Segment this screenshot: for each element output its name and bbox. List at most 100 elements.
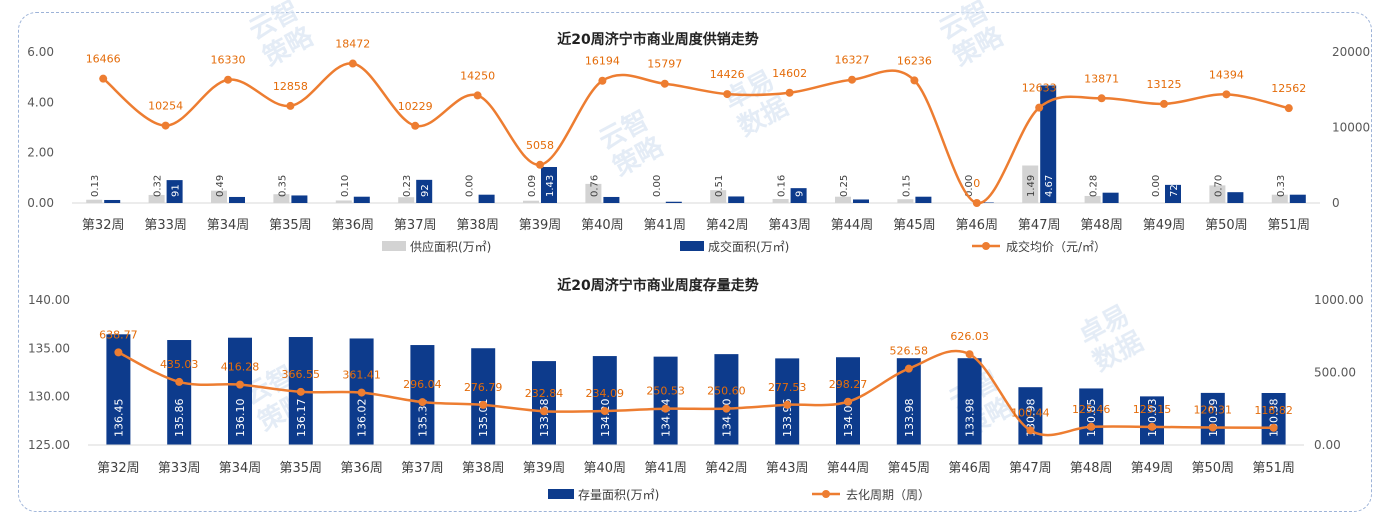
price-label: 13871 (1084, 72, 1119, 85)
price-label: 13125 (1147, 78, 1182, 91)
cycle-point (357, 388, 366, 397)
cycle-label: 276.79 (464, 381, 503, 394)
legend-inventory-label: 存量面积(万㎡) (578, 488, 659, 502)
cycle-label: 277.53 (768, 381, 807, 394)
chart2-xtick: 第35周 (280, 461, 323, 476)
price-label: 10254 (148, 100, 183, 113)
chart1-xtick: 第40周 (581, 218, 624, 233)
chart2-xtick: 第36周 (340, 461, 383, 476)
chart1-ytick-left: 6.00 (27, 45, 54, 59)
cycle-point (1148, 422, 1156, 431)
chart1-title: 近20周济宁市商业周度供销走势 (557, 31, 758, 48)
chart1-xtick: 第44周 (831, 218, 874, 233)
cycle-label: 250.53 (646, 385, 685, 398)
deal-bar (728, 196, 745, 203)
chart2-xtick: 第37周 (401, 461, 444, 476)
cycle-point (175, 377, 184, 386)
price-label: 14426 (710, 68, 745, 81)
cycle-label: 416.28 (221, 361, 260, 374)
supply-bar-label: 0.35 (277, 175, 288, 197)
chart1-xtick: 第41周 (644, 218, 687, 233)
inventory-bar (410, 345, 435, 445)
cycle-label: 250.60 (707, 385, 746, 398)
deal-bar (1165, 184, 1181, 203)
supply-bar-label: 0.76 (589, 175, 600, 197)
price-point (1284, 104, 1293, 113)
chart2-xtick: 第41周 (644, 461, 687, 476)
chart1-xtick: 第45周 (893, 218, 936, 233)
chart-frame (18, 12, 1372, 512)
price-point (224, 75, 232, 84)
legend-deal-swatch (680, 241, 704, 251)
price-point (536, 160, 544, 169)
inventory-bar-label: 133.96 (781, 399, 794, 438)
deal-bar (1102, 192, 1119, 203)
price-label: 0 (973, 177, 980, 190)
deal-bar (1040, 85, 1057, 203)
price-label: 16466 (86, 53, 121, 66)
supply-bar (1271, 194, 1288, 203)
chart2-ytick-left: 125.00 (28, 438, 70, 452)
price-label: 10229 (398, 100, 433, 113)
price-label: 14250 (460, 69, 495, 82)
price-point (785, 88, 794, 97)
supply-bar-label: 0.00 (652, 175, 663, 197)
deal-bar (416, 179, 433, 203)
supply-bar (523, 200, 539, 203)
price-point (660, 79, 669, 88)
chart1-xtick: 第48周 (1080, 218, 1123, 233)
cycle-point (661, 404, 670, 413)
price-label: 14602 (772, 67, 807, 80)
supply-bar-label: 0.28 (1089, 175, 1100, 197)
chart1-xtick: 第51周 (1268, 218, 1311, 233)
chart1-ytick-right: 20000 (1332, 45, 1370, 59)
cycle-point (1026, 426, 1035, 435)
legend-inventory-swatch (548, 489, 574, 499)
inventory-bar-label: 134.14 (660, 399, 673, 438)
cycle-label: 298.27 (829, 378, 868, 391)
deal-bar (1289, 194, 1306, 203)
chart1-ytick-left: 2.00 (27, 146, 54, 160)
deal-bar-label: 92 (420, 184, 431, 197)
inventory-bar-label: 135.01 (477, 399, 490, 438)
inventory-bar (228, 337, 252, 445)
cycle-label: 234.09 (586, 387, 625, 400)
supply-bar (585, 183, 602, 203)
cycle-point (722, 404, 731, 413)
chart2-xtick: 第44周 (827, 461, 870, 476)
deal-bar (353, 196, 370, 203)
cycle-point (1269, 423, 1278, 432)
chart2-xtick: 第39周 (523, 461, 566, 476)
price-point (598, 76, 607, 85)
supply-bar-label: 0.16 (777, 175, 788, 197)
deal-bar (478, 194, 495, 203)
inventory-bar (1079, 388, 1104, 445)
deal-bar-label: 91 (171, 184, 182, 197)
deal-bar (166, 180, 183, 203)
chart2-xtick: 第46周 (948, 461, 991, 476)
price-label: 16330 (211, 54, 246, 67)
chart1-xtick: 第47周 (1018, 218, 1061, 233)
supply-bar-label: 0.25 (839, 175, 850, 197)
cycle-label: 232.84 (525, 387, 564, 400)
supply-bar (86, 199, 103, 203)
chart2-xtick: 第42周 (705, 461, 748, 476)
chart1-xtick: 第42周 (706, 218, 749, 233)
chart2-ytick-right: 0.00 (1314, 438, 1341, 452)
price-label: 16327 (835, 54, 870, 67)
chart1-xtick: 第43周 (768, 218, 811, 233)
chart2-xtick: 第48周 (1070, 461, 1113, 476)
supply-bar-label: 0.13 (90, 175, 101, 197)
inventory-bar-label: 136.02 (356, 399, 369, 438)
chart1-xtick: 第36周 (332, 218, 375, 233)
price-point (1035, 103, 1044, 112)
supply-bar (1084, 195, 1101, 203)
chart2-title: 近20周济宁市商业周度存量走势 (557, 277, 758, 294)
legend-deal-label: 成交面积(万㎡) (708, 239, 789, 254)
chart2-ytick-right: 500.00 (1314, 366, 1356, 380)
chart1-xtick: 第38周 (456, 218, 499, 233)
cycle-label: 366.55 (282, 368, 321, 381)
price-label: 5058 (526, 139, 554, 152)
chart2-ytick-left: 130.00 (28, 390, 70, 404)
legend-cycle-marker (822, 490, 830, 498)
